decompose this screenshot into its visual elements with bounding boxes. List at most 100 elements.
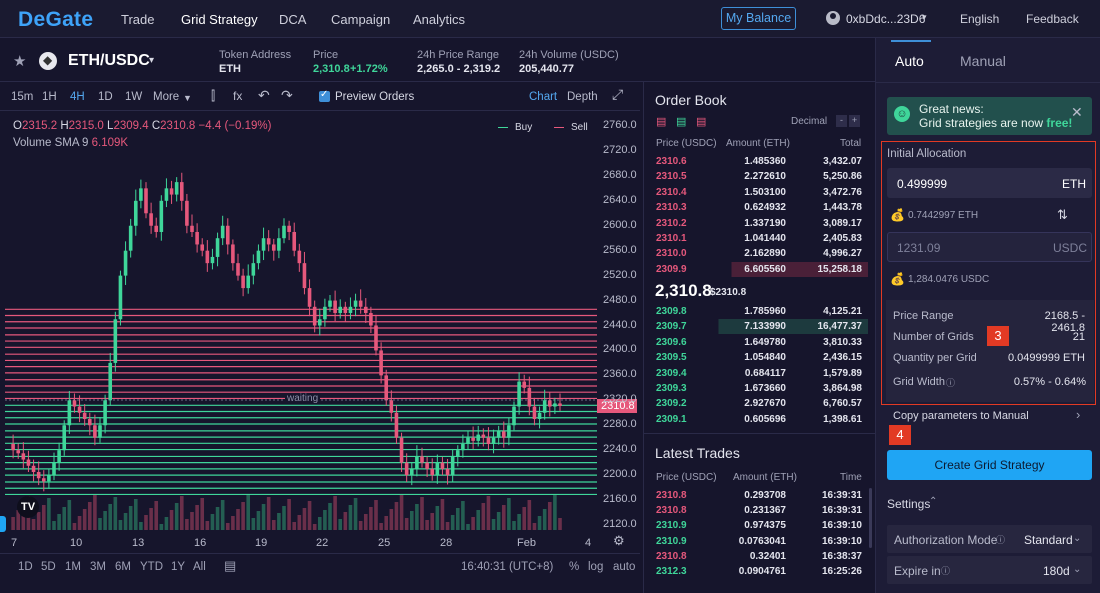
candle-body — [266, 238, 271, 245]
price-value: 2,310.8 — [313, 63, 350, 75]
volume-bar — [164, 517, 169, 530]
divider — [876, 82, 1100, 83]
nav-analytics[interactable]: Analytics — [413, 12, 466, 27]
interval-4h[interactable]: 4H — [70, 91, 85, 103]
logo[interactable]: DeGate — [18, 8, 94, 31]
chevron-up-icon[interactable]: ⌃ — [929, 496, 938, 507]
tab-auto[interactable]: Auto — [895, 53, 924, 69]
nav-dca[interactable]: DCA — [279, 12, 307, 27]
nav-grid-strategy[interactable]: Grid Strategy — [181, 12, 258, 27]
auth-mode-select[interactable]: Standard — [1024, 533, 1073, 547]
more-menu[interactable]: More — [153, 91, 180, 103]
interval-1d[interactable]: 1D — [98, 91, 113, 103]
highlight-box — [881, 141, 1096, 405]
y-tick-label: 2120.0 — [603, 518, 637, 530]
nav-campaign[interactable]: Campaign — [331, 12, 391, 27]
chevron-right-icon[interactable]: › — [1076, 407, 1081, 422]
range-1m[interactable]: 1M — [65, 561, 81, 573]
volume-bar — [466, 524, 470, 530]
interval-1h[interactable]: 1H — [42, 91, 57, 103]
ask-row[interactable]: 2309.9 6.605560 15,258.18 — [648, 261, 868, 277]
tab-depth[interactable]: Depth — [567, 91, 598, 103]
drawer-handle[interactable] — [0, 516, 6, 532]
eth-amount-field[interactable] — [887, 168, 1092, 198]
feedback-link[interactable]: Feedback — [1026, 12, 1079, 26]
volume-bar — [507, 498, 511, 530]
bid-row[interactable]: 2309.3 1.673660 3,864.98 — [648, 381, 868, 396]
bid-row[interactable]: 2309.4 0.684117 1,579.89 — [648, 366, 868, 381]
copy-params-link[interactable]: Copy parameters to Manual — [893, 410, 1029, 422]
latest-trades-title: Latest Trades — [655, 445, 740, 461]
candle-body — [420, 456, 424, 463]
scrollbar[interactable] — [869, 488, 872, 548]
settings-gear-icon[interactable]: ⚙ — [613, 533, 625, 548]
bid-row[interactable]: 2309.1 0.605696 1,398.61 — [648, 412, 868, 427]
ask-row[interactable]: 2310.0 2.162890 4,996.27 — [648, 246, 868, 261]
ask-row[interactable]: 2310.5 2.272610 5,250.86 — [648, 169, 868, 184]
bid-row[interactable]: 2309.6 1.649780 3,810.33 — [648, 335, 868, 350]
chevron-down-icon[interactable]: ▼ — [183, 93, 192, 103]
nav-trade[interactable]: Trade — [121, 12, 155, 27]
candle-body — [185, 200, 189, 226]
fullscreen-icon[interactable]: ⤢ — [612, 86, 624, 102]
book-view-asks-icon[interactable]: ▤ — [696, 116, 707, 128]
wallet-address[interactable]: 0xbDdc...23D6 — [846, 12, 926, 26]
info-icon[interactable]: ⓘ — [946, 378, 956, 388]
volume-bar — [11, 517, 15, 530]
percent-toggle[interactable]: % — [569, 561, 580, 573]
language-selector[interactable]: English — [960, 12, 1000, 26]
my-balance-button[interactable]: My Balance — [721, 7, 796, 30]
ask-row[interactable]: 2310.1 1.041440 2,405.83 — [648, 231, 868, 246]
range-all[interactable]: All — [193, 561, 206, 573]
range-1y[interactable]: 1Y — [171, 561, 186, 573]
chevron-down-icon[interactable]: ⌄ — [1073, 564, 1082, 575]
range-ytd[interactable]: YTD — [140, 561, 163, 573]
interval-1w[interactable]: 1W — [125, 91, 143, 103]
create-grid-strategy-button[interactable]: Create Grid Strategy — [887, 450, 1092, 480]
bid-row[interactable]: 2309.2 2.927670 6,760.57 — [648, 396, 868, 411]
auto-toggle[interactable]: auto — [613, 561, 636, 573]
ask-row[interactable]: 2310.3 0.624932 1,443.78 — [648, 200, 868, 215]
volume-bar — [154, 501, 159, 530]
expire-select[interactable]: 180d — [1043, 564, 1070, 578]
indicators-button[interactable]: fx — [233, 89, 243, 103]
ask-row[interactable]: 2310.4 1.503100 3,472.76 — [648, 185, 868, 200]
tab-manual[interactable]: Manual — [960, 53, 1006, 69]
close-icon[interactable]: ✕ — [1071, 104, 1083, 120]
chevron-down-icon[interactable]: ▾ — [149, 55, 155, 66]
range-3m[interactable]: 3M — [90, 561, 106, 573]
redo-icon[interactable]: ↷ — [281, 87, 293, 103]
bid-row[interactable]: 2309.7 7.133990 16,477.37 — [648, 319, 868, 335]
pair-selector[interactable]: ETH/USDC — [68, 52, 150, 69]
candles-icon[interactable]: ⫿ — [211, 88, 216, 103]
interval-15m[interactable]: 15m — [11, 91, 34, 103]
candle-body — [215, 238, 220, 257]
range-1d[interactable]: 1D — [18, 561, 33, 573]
swap-icon[interactable]: ⇅ — [1057, 207, 1068, 222]
tab-chart[interactable]: Chart — [529, 91, 558, 103]
bid-row[interactable]: 2309.5 1.054840 2,436.15 — [648, 350, 868, 365]
ask-row[interactable]: 2310.6 1.485360 3,432.07 — [648, 154, 868, 169]
chevron-down-icon[interactable]: ⌄ — [1073, 533, 1082, 544]
settings-toggle[interactable]: Settings — [887, 497, 931, 511]
range-6m[interactable]: 6M — [115, 561, 131, 573]
book-view-bids-icon[interactable]: ▤ — [676, 116, 687, 128]
undo-icon[interactable]: ↶ — [258, 87, 270, 103]
usdc-amount-placeholder[interactable]: 1231.09 — [897, 241, 941, 255]
chevron-down-icon[interactable]: ▾ — [922, 12, 927, 22]
info-icon[interactable]: ⓘ — [941, 566, 951, 576]
book-view-both-icon[interactable]: ▤ — [656, 116, 667, 128]
calendar-icon[interactable]: ▤ — [224, 558, 237, 573]
price-chart[interactable] — [0, 110, 640, 530]
eth-amount-value[interactable]: 0.499999 — [897, 177, 948, 191]
log-toggle[interactable]: log — [588, 561, 604, 573]
decimal-decrease[interactable]: - — [836, 115, 847, 127]
decimal-increase[interactable]: + — [849, 115, 860, 127]
star-icon[interactable]: ★ — [13, 53, 27, 70]
info-icon[interactable]: ⓘ — [996, 535, 1006, 545]
preview-orders-checkbox[interactable] — [319, 89, 330, 102]
ask-row[interactable]: 2310.2 1.337190 3,089.17 — [648, 216, 868, 231]
range-5d[interactable]: 5D — [41, 561, 56, 573]
bid-row[interactable]: 2309.8 1.785960 4,125.21 — [648, 304, 868, 319]
usdc-amount-field[interactable] — [887, 232, 1092, 262]
